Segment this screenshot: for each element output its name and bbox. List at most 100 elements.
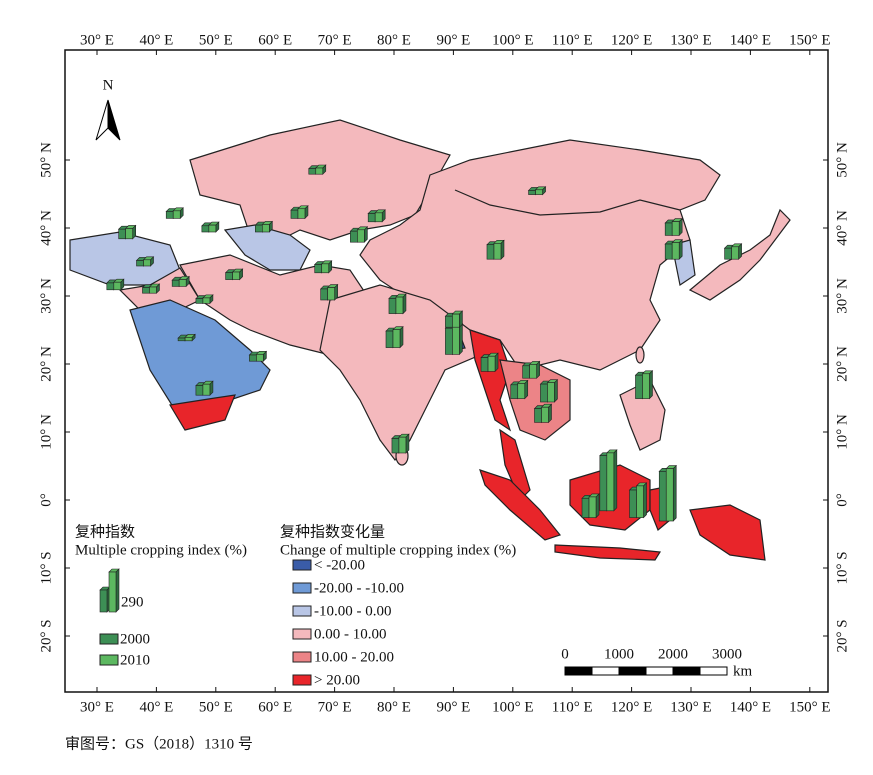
lon-label: 110° E [552, 32, 593, 48]
bar [445, 315, 453, 328]
lon-label: 80° E [377, 699, 411, 715]
bar [149, 286, 157, 294]
bar-side [678, 238, 683, 260]
bar-side [595, 493, 600, 519]
bar [606, 452, 615, 512]
bar [522, 365, 530, 379]
lon-label: 130° E [670, 32, 711, 48]
lon-label: 120° E [611, 699, 652, 715]
lon-label: 80° E [377, 32, 411, 48]
bar [171, 279, 180, 287]
scale-segment [591, 666, 620, 676]
legend-swatch [99, 633, 119, 645]
lat-label: 10° N [38, 414, 54, 450]
lon-label: 110° E [552, 699, 593, 715]
legend-label: 2010 [120, 652, 150, 668]
bar [664, 243, 673, 260]
lon-label: 60° E [258, 32, 292, 48]
lat-label: 0° [834, 493, 850, 507]
footer-note: 审图号：GS（2018）1310 号 [65, 735, 253, 752]
bar [297, 208, 306, 219]
bar [529, 364, 537, 379]
bar [388, 298, 397, 314]
bar [327, 287, 335, 301]
scale-segment [564, 666, 593, 676]
bar [321, 263, 330, 274]
bar [195, 385, 204, 396]
bar [445, 327, 453, 355]
bar [374, 212, 383, 223]
lat-label: 20° S [38, 619, 54, 652]
bar-side [643, 482, 647, 519]
lon-label: 50° E [199, 32, 233, 48]
bar [208, 224, 217, 233]
legend-label: 2000 [120, 631, 150, 647]
bar [367, 213, 376, 223]
bar [724, 247, 732, 260]
bar [486, 244, 495, 260]
bar [172, 210, 181, 219]
bar [142, 287, 150, 294]
legend-label: -10.00 - 0.00 [314, 603, 392, 619]
lat-label: 20° S [834, 619, 850, 652]
bar [392, 329, 401, 348]
bar [232, 271, 240, 280]
bar-side [364, 226, 368, 243]
bar [314, 264, 323, 274]
bar [177, 337, 186, 342]
bar [588, 496, 597, 518]
lat-label: 20° N [834, 346, 850, 382]
legend-label: 290 [121, 594, 144, 610]
lon-label: 30° E [80, 32, 114, 48]
scale-label: 3000 [712, 646, 742, 662]
bar-side [459, 323, 463, 356]
scale-segment [618, 666, 647, 676]
bar [547, 382, 555, 403]
bar-side [613, 449, 618, 512]
legend-swatch [292, 605, 312, 617]
bar [184, 337, 193, 342]
bar [136, 260, 144, 267]
bar-side [536, 360, 540, 379]
bar [665, 468, 674, 522]
bar [395, 296, 404, 314]
scale-unit: km [733, 663, 753, 679]
scale-label: 0 [561, 646, 569, 662]
bar [255, 224, 263, 233]
legend-title: Change of multiple cropping index (%) [280, 542, 516, 558]
bar-side [554, 378, 558, 403]
bar [452, 326, 460, 355]
lon-label: 140° E [730, 32, 771, 48]
bar [249, 354, 257, 362]
lon-label: 150° E [789, 32, 830, 48]
lon-label: 30° E [80, 699, 114, 715]
bar [528, 190, 536, 195]
lon-label: 40° E [139, 699, 173, 715]
north-arrow [95, 99, 121, 141]
lat-label: 50° N [834, 142, 850, 178]
legend-title: 复种指数 [75, 522, 135, 540]
bar [636, 485, 644, 518]
legend-swatch [292, 651, 312, 663]
bar [202, 383, 211, 396]
bar [125, 228, 133, 240]
legend-swatch [292, 559, 312, 571]
lat-label: 50° N [38, 142, 54, 178]
lon-label: 150° E [789, 699, 830, 715]
bar [391, 438, 400, 454]
lat-label: 30° N [834, 278, 850, 314]
legend-title: Multiple cropping index (%) [75, 542, 247, 558]
lat-label: 10° N [834, 414, 850, 450]
legend-label: 10.00 - 20.00 [314, 649, 394, 665]
bar [113, 281, 122, 291]
bar [731, 246, 739, 260]
lon-label: 50° E [199, 699, 233, 715]
lon-label: 40° E [139, 32, 173, 48]
bar [201, 225, 210, 233]
bar [202, 297, 211, 304]
lon-label: 60° E [258, 699, 292, 715]
legend-swatch [99, 654, 119, 666]
lat-label: 40° N [834, 210, 850, 246]
lat-label: 10° S [38, 551, 54, 584]
